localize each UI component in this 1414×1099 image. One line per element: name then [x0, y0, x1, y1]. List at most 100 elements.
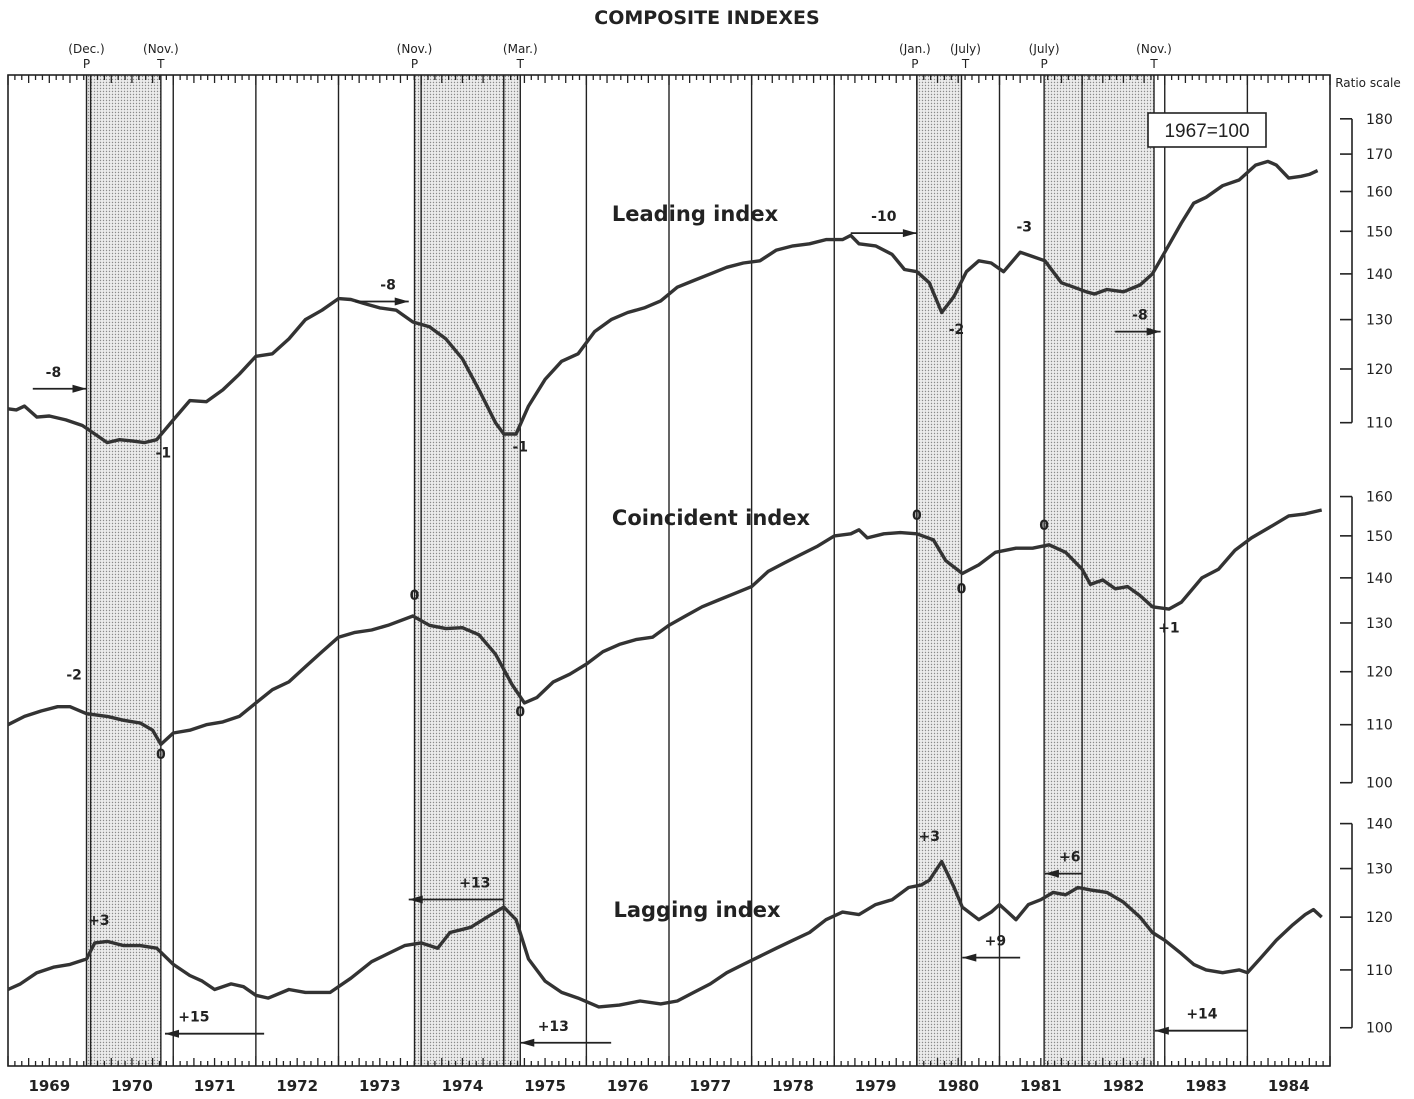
turning-point-month-0: (Dec.): [68, 42, 104, 56]
turning-point-type-0: P: [83, 57, 90, 71]
axis-tick-label-100: 100: [1366, 1021, 1393, 1037]
turning-point-month-1: (Nov.): [143, 42, 179, 56]
chart-title: COMPOSITE INDEXES: [594, 7, 819, 29]
axis-tick-label-130: 130: [1366, 616, 1393, 632]
turning-point-type-7: T: [1149, 57, 1158, 71]
lead-arrow-head-2: [394, 297, 409, 306]
year-label-1979: 1979: [855, 1077, 897, 1095]
lead-arrow-head-19: [520, 1038, 535, 1047]
lead-arrow-head-4: [902, 229, 917, 238]
series-line-1: [7, 508, 1323, 747]
lead-lag-label-9: 0: [156, 747, 166, 763]
year-label-1981: 1981: [1020, 1077, 1062, 1095]
axis-tick-label-160: 160: [1366, 184, 1393, 200]
axis-tick-label-110: 110: [1366, 963, 1393, 979]
axis-tick-label-100: 100: [1366, 776, 1393, 792]
series-line-0: [7, 159, 1319, 445]
lead-lag-label-11: 0: [515, 704, 525, 720]
axis-tick-label-140: 140: [1366, 571, 1393, 587]
ratio-scale-axes: 110 120 130 140 150 160 170 180 100 110 120 130 140 1…: [1340, 112, 1393, 1037]
lead-lag-label-19: +13: [538, 1019, 569, 1035]
year-label-1976: 1976: [607, 1077, 649, 1095]
lead-lag-label-13: 0: [957, 581, 967, 597]
axis-tick-label-140: 140: [1366, 817, 1393, 833]
axis-tick-label-170: 170: [1366, 147, 1393, 163]
turning-point-month-3: (Mar.): [503, 42, 538, 56]
year-label-1980: 1980: [937, 1077, 979, 1095]
axis-tick-label-130: 130: [1366, 862, 1393, 878]
turning-point-month-4: (Jan.): [899, 42, 931, 56]
axis-tick-label-130: 130: [1366, 313, 1393, 329]
lead-lag-label-10: 0: [410, 588, 420, 604]
axis-tick-label-150: 150: [1366, 224, 1393, 240]
lead-lag-label-7: -8: [1132, 308, 1148, 324]
lead-lag-label-1: -1: [156, 445, 172, 461]
lead-arrow-head-7: [1146, 327, 1161, 336]
ratio-scale-label: Ratio scale: [1335, 76, 1401, 90]
lead-arrow-head-0: [72, 384, 87, 393]
recession-band-1: [414, 75, 521, 1066]
base-year-box: 1967=100: [1147, 112, 1267, 148]
lead-lag-label-8: -2: [66, 667, 82, 683]
lead-lag-label-2: -8: [380, 278, 396, 294]
lead-lag-label-6: -3: [1017, 219, 1033, 235]
lead-lag-label-14: 0: [1039, 518, 1049, 534]
lead-lag-annotations: -8 -1 -8 -1 -10 -2 -3 -8 -2 0 0 0 0 0 0 +1 +3 +15 +13 +13 +3…: [32, 209, 1248, 1047]
axis-tick-label-120: 120: [1366, 362, 1393, 378]
lead-lag-label-5: -2: [949, 322, 965, 338]
lead-lag-label-12: 0: [912, 508, 922, 524]
lead-lag-label-18: +13: [459, 876, 490, 892]
turning-point-type-4: P: [911, 57, 918, 71]
series-label-2: Lagging index: [613, 898, 781, 922]
turning-point-type-2: P: [411, 57, 418, 71]
year-label-1978: 1978: [772, 1077, 814, 1095]
series-line-2: [7, 859, 1323, 1009]
lead-lag-label-21: +9: [985, 934, 1006, 950]
base-year-label: 1967=100: [1164, 121, 1249, 142]
series-label-0: Leading index: [612, 202, 779, 226]
lead-arrow-head-21: [962, 953, 977, 962]
turning-point-type-3: T: [516, 57, 525, 71]
lead-lag-label-3: -1: [512, 439, 528, 455]
turning-point-month-2: (Nov.): [397, 42, 433, 56]
axis-tick-label-140: 140: [1366, 267, 1393, 283]
series-lines: [7, 159, 1323, 1009]
recession-band-3: [1044, 75, 1155, 1066]
series-label-1: Coincident index: [612, 506, 811, 530]
lead-arrow-head-18: [408, 895, 423, 904]
lead-lag-label-23: +14: [1186, 1007, 1217, 1023]
lead-lag-label-4: -10: [871, 209, 897, 225]
lead-lag-label-0: -8: [46, 365, 62, 381]
axis-tick-label-120: 120: [1366, 910, 1393, 926]
text-labels: 1969 1970 1971 1972 1973 1974 1975 1976 1977 1978…: [28, 42, 1309, 1095]
lead-arrow-head-17: [164, 1029, 179, 1038]
axis-tick-label-160: 160: [1366, 490, 1393, 506]
year-label-1973: 1973: [359, 1077, 401, 1095]
year-label-1972: 1972: [276, 1077, 318, 1095]
year-label-1982: 1982: [1103, 1077, 1145, 1095]
recession-band-2: [916, 75, 962, 1066]
turning-point-type-1: T: [156, 57, 165, 71]
lead-lag-label-17: +15: [178, 1010, 209, 1026]
turning-point-type-5: T: [961, 57, 970, 71]
year-label-1984: 1984: [1268, 1077, 1310, 1095]
turning-point-type-6: P: [1040, 57, 1047, 71]
year-label-1969: 1969: [28, 1077, 70, 1095]
recession-band-0: [86, 75, 161, 1066]
lead-arrow-head-23: [1154, 1026, 1169, 1035]
year-label-1970: 1970: [111, 1077, 153, 1095]
axis-tick-label-110: 110: [1366, 416, 1393, 432]
lead-lag-label-22: +6: [1059, 850, 1080, 866]
axis-tick-label-110: 110: [1366, 718, 1393, 734]
turning-point-month-5: (July): [950, 42, 981, 56]
year-label-1971: 1971: [194, 1077, 236, 1095]
year-label-1974: 1974: [442, 1077, 484, 1095]
year-label-1977: 1977: [689, 1077, 731, 1095]
turning-point-month-6: (July): [1029, 42, 1060, 56]
plot-frame: [7, 74, 1331, 1067]
axis-tick-label-180: 180: [1366, 112, 1393, 128]
lead-arrow-head-22: [1044, 869, 1059, 878]
year-label-1983: 1983: [1185, 1077, 1227, 1095]
recession-shading: [86, 75, 1155, 1066]
